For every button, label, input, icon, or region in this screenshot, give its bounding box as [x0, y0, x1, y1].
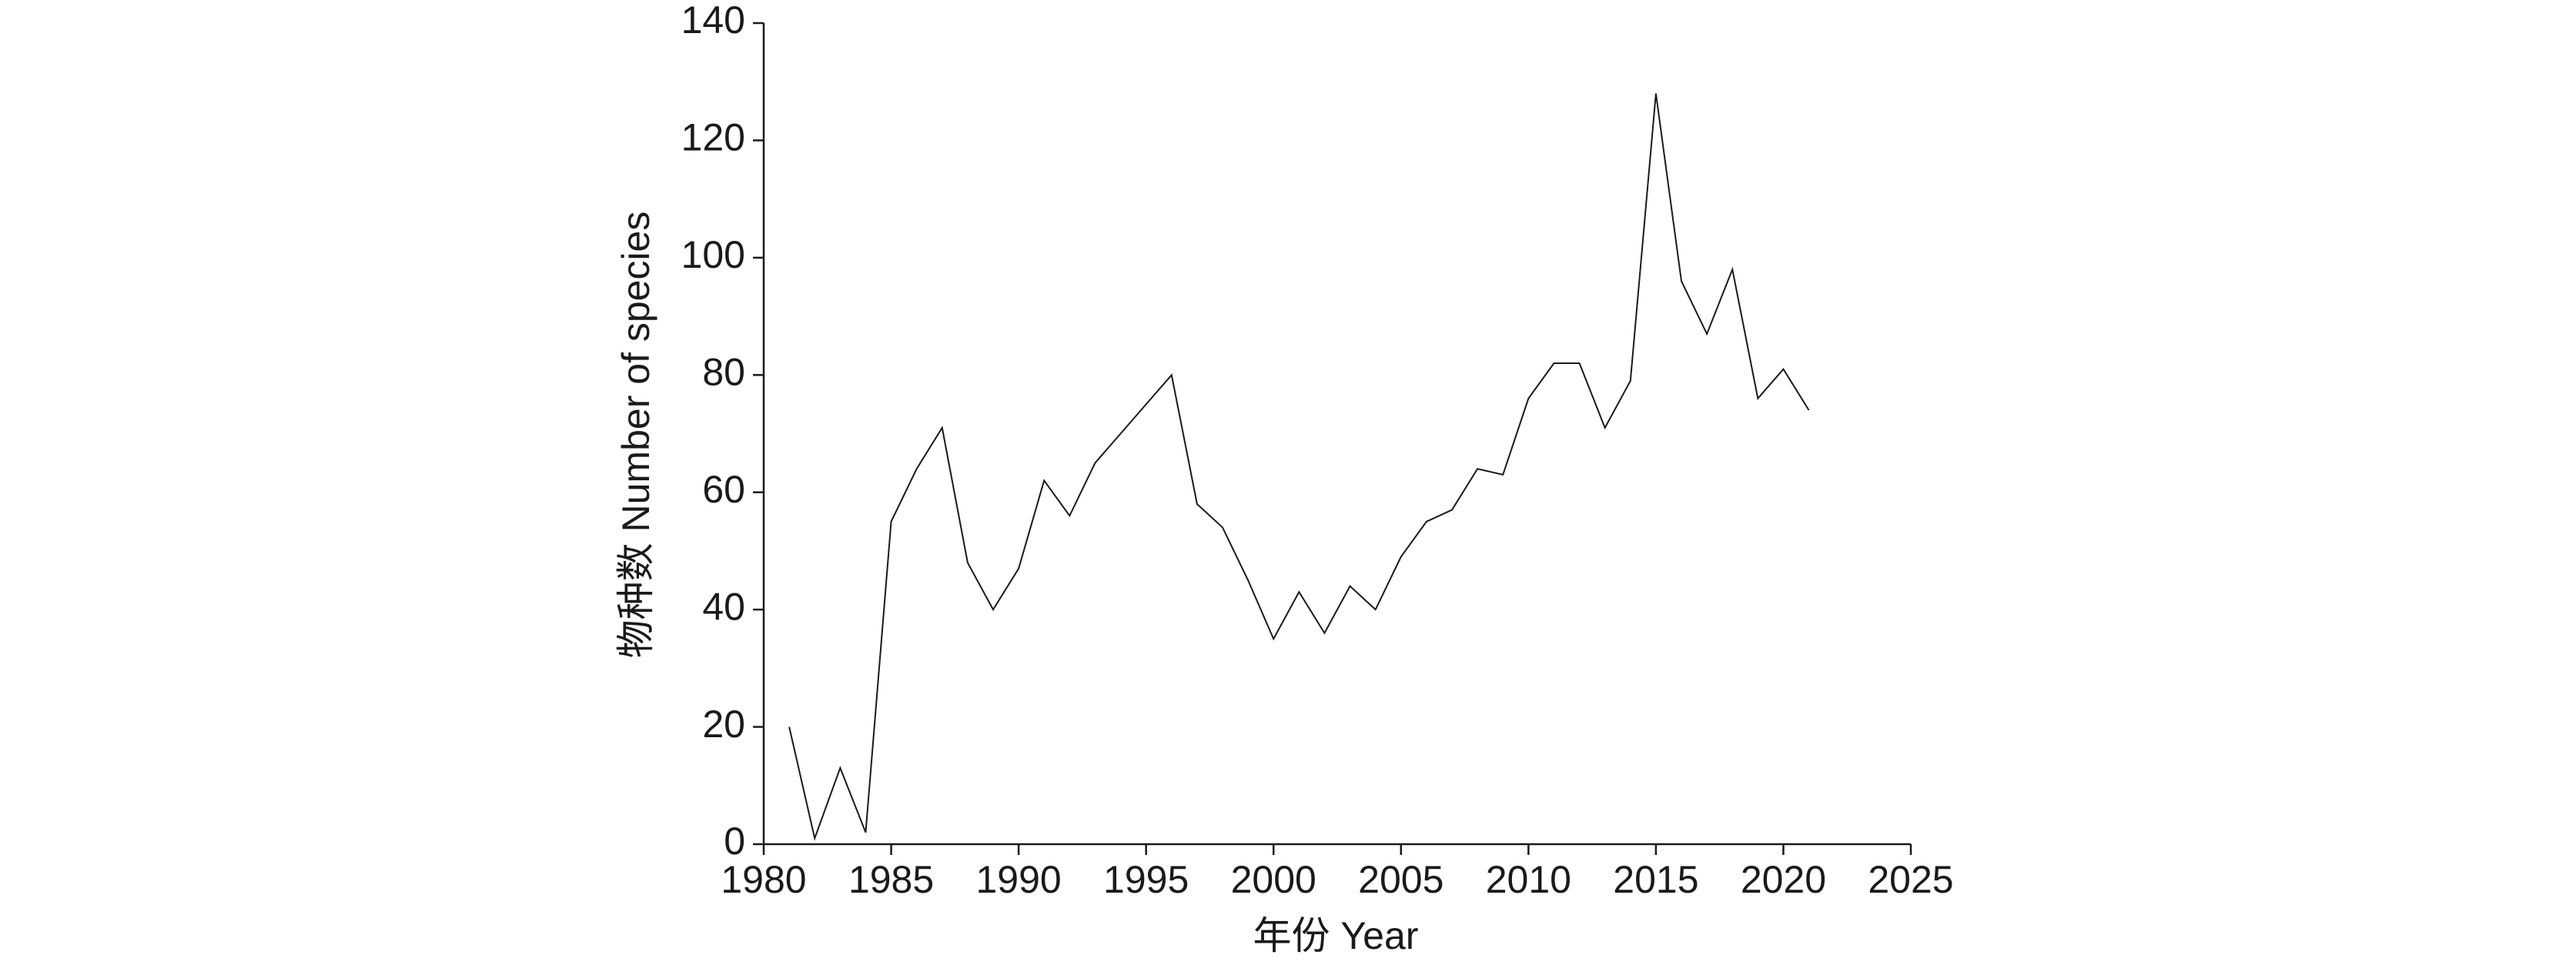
x-tick-label: 1995 — [1103, 858, 1189, 901]
y-axis-label: 物种数 Number of species — [614, 212, 657, 659]
x-tick-label: 2020 — [1741, 858, 1826, 901]
y-tick-label: 80 — [702, 350, 745, 393]
y-tick-label: 120 — [681, 116, 745, 159]
x-tick-label: 1980 — [721, 858, 806, 901]
x-tick-label: 2015 — [1613, 858, 1698, 901]
x-tick-label: 1985 — [848, 858, 934, 901]
x-tick-label: 2010 — [1486, 858, 1571, 901]
x-axis-label: 年份 Year — [1253, 914, 1419, 957]
y-tick-label: 100 — [681, 233, 745, 276]
y-tick-label: 140 — [681, 0, 745, 42]
x-tick-label: 2005 — [1358, 858, 1444, 901]
x-tick-label: 1990 — [975, 858, 1061, 901]
x-tick-label: 2025 — [1868, 858, 1953, 901]
data-line — [788, 93, 1810, 841]
y-tick-label: 40 — [702, 585, 745, 628]
y-tick-label: 20 — [702, 703, 745, 746]
y-tick-label: 60 — [702, 468, 745, 511]
y-tick-label: 0 — [724, 820, 745, 863]
x-tick-label: 2000 — [1231, 858, 1316, 901]
